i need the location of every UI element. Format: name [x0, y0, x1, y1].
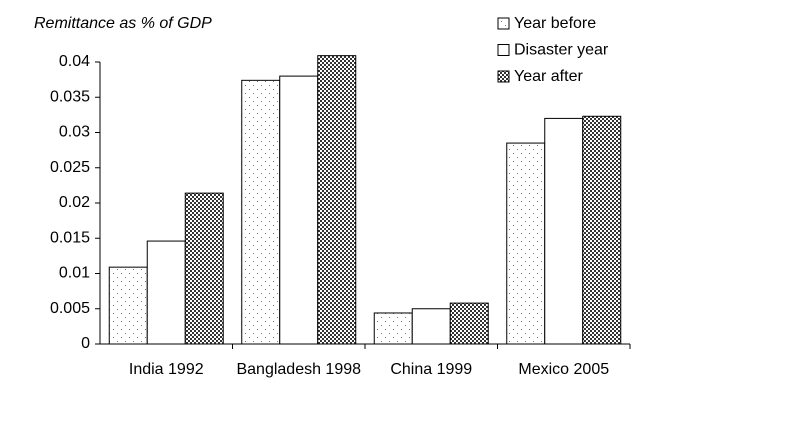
bar	[544, 117, 584, 345]
bar	[506, 142, 546, 345]
y-tick-label: 0.015	[50, 229, 90, 246]
bar	[146, 240, 186, 345]
legend-swatch	[497, 44, 510, 56]
legend-label: Year after	[514, 68, 583, 85]
legend-label: Disaster year	[514, 42, 609, 59]
bar	[411, 308, 451, 345]
y-tick-label: 0.02	[59, 194, 90, 211]
y-tick-label: 0.025	[50, 159, 90, 176]
legend-swatch	[497, 17, 510, 30]
bar	[108, 266, 148, 345]
y-tick-label: 0.035	[50, 88, 90, 105]
y-axis-label: Remittance as % of GDP	[34, 15, 212, 32]
x-tick-label: Bangladesh 1998	[236, 361, 361, 378]
y-tick-label: 0.005	[50, 300, 90, 317]
bar	[373, 312, 413, 345]
y-tick-label: 0	[81, 335, 90, 352]
bar	[582, 115, 622, 345]
y-tick-label: 0.01	[59, 265, 90, 282]
bar	[317, 55, 357, 345]
bar	[449, 302, 489, 345]
bar	[241, 79, 281, 345]
x-tick-label: Mexico 2005	[518, 361, 609, 378]
bar	[184, 192, 224, 345]
legend-label: Year before	[514, 15, 596, 32]
legend-swatch	[497, 70, 510, 83]
x-tick-label: China 1999	[390, 361, 472, 378]
bar	[279, 75, 319, 345]
x-tick-label: India 1992	[129, 361, 204, 378]
y-tick-label: 0.03	[59, 124, 90, 141]
y-tick-label: 0.04	[59, 53, 90, 70]
